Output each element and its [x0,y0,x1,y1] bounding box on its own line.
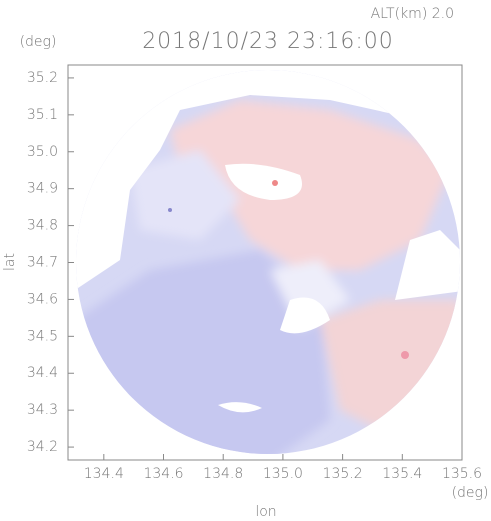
velocity-field [76,70,460,454]
x-axis-label: lon [255,504,276,520]
x-tick-label: 134.6 [143,466,183,482]
x-tick-label: 134.4 [84,466,124,482]
altitude-label: ALT(km) 2.0 [371,6,454,22]
y-tick-label: 34.7 [27,255,58,271]
y-tick-label: 35.2 [27,70,58,86]
chart-title: 2018/10/23 23:16:00 [142,29,394,54]
x-tick-label: 135.4 [382,466,422,482]
y-tick-label: 35.0 [27,144,58,160]
y-tick-label: 34.5 [27,328,58,344]
y-tick-label: 34.9 [27,181,58,197]
y-tick-label: 34.6 [27,291,58,307]
y-tick-label: 34.2 [27,439,58,455]
y-axis-label: lat [2,253,18,271]
x-tick-label: 135.0 [263,466,303,482]
y-tick-label: 34.8 [27,218,58,234]
x-tick-label: 135.2 [323,466,363,482]
x-tick-label: 135.6 [442,466,482,482]
y-tick-label: 34.3 [27,402,58,418]
y-unit: (deg) [20,34,57,50]
x-tick-label: 134.8 [203,466,243,482]
y-tick-label: 34.4 [27,365,58,381]
y-tick-label: 35.1 [27,107,58,123]
x-unit: (deg) [452,485,489,501]
